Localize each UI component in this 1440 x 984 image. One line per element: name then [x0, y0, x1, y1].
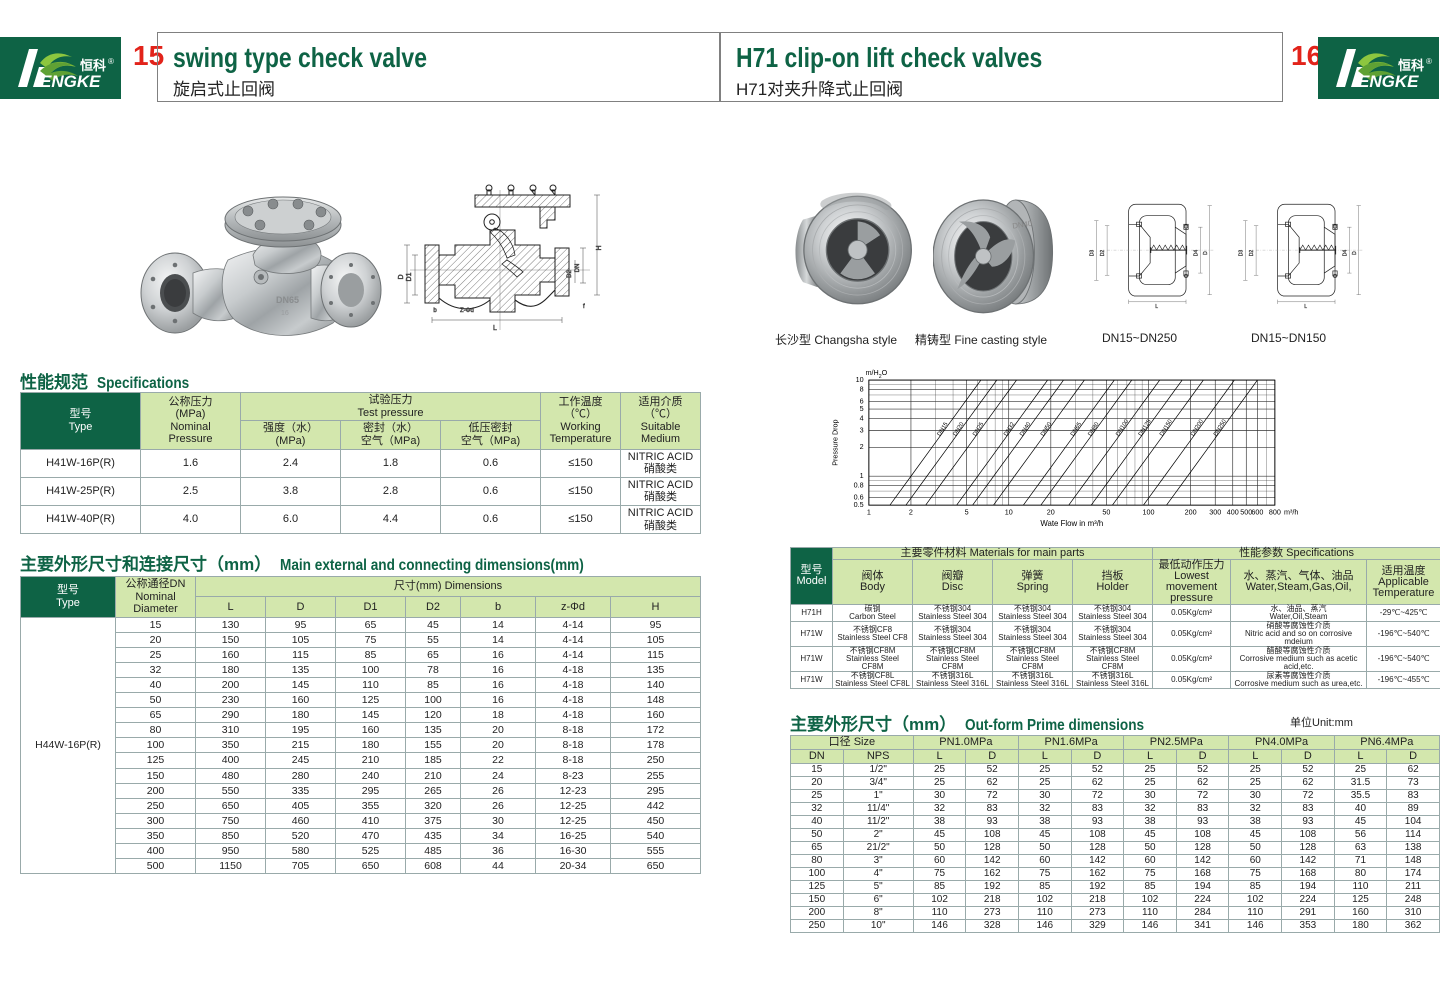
svg-text:500: 500 — [1240, 507, 1252, 516]
svg-text:100: 100 — [1143, 507, 1155, 516]
svg-text:m/H2O: m/H2O — [866, 368, 888, 380]
svg-text:ENGKE: ENGKE — [1358, 72, 1419, 91]
svg-text:1: 1 — [867, 507, 871, 516]
svg-text:m³/h: m³/h — [1284, 507, 1298, 516]
svg-text:DN200: DN200 — [1190, 418, 1205, 437]
svg-text:DN: DN — [575, 264, 581, 273]
svg-text:6: 6 — [860, 396, 864, 405]
svg-text:f: f — [583, 304, 585, 310]
svg-text:DN50: DN50 — [1040, 421, 1053, 438]
svg-text:Wate Flow in m³/h: Wate Flow in m³/h — [1040, 519, 1103, 528]
svg-text:L: L — [1304, 304, 1307, 310]
svg-text:Z-Φd: Z-Φd — [460, 308, 474, 314]
svg-text:D2: D2 — [1249, 250, 1255, 257]
svg-text:D: D — [398, 274, 405, 279]
svg-text:®: ® — [1426, 57, 1432, 66]
svg-text:ENGKE: ENGKE — [40, 72, 101, 91]
svg-text:恒科: 恒科 — [80, 58, 106, 73]
svg-text:D4: D4 — [1194, 250, 1200, 257]
svg-text:8: 8 — [860, 384, 864, 393]
svg-text:3: 3 — [860, 425, 864, 434]
svg-text:0.8: 0.8 — [854, 480, 864, 489]
svg-text:D1: D1 — [406, 272, 413, 281]
svg-text:DN15: DN15 — [937, 421, 950, 438]
svg-text:®: ® — [108, 57, 114, 66]
svg-text:Pressure Drop: Pressure Drop — [830, 419, 839, 465]
svg-text:D: D — [1352, 251, 1358, 255]
svg-text:L: L — [493, 325, 497, 332]
svg-text:0.6: 0.6 — [854, 493, 864, 502]
svg-text:2: 2 — [909, 507, 913, 516]
svg-text:DN150: DN150 — [1159, 418, 1174, 437]
svg-text:600: 600 — [1251, 507, 1263, 516]
svg-text:10: 10 — [856, 375, 864, 384]
svg-text:50: 50 — [1102, 507, 1110, 516]
svg-text:DN40: DN40 — [1019, 421, 1032, 438]
svg-text:300: 300 — [1209, 507, 1221, 516]
svg-text:D3: D3 — [1089, 250, 1095, 257]
svg-text:DN20: DN20 — [952, 421, 965, 438]
svg-text:恒科: 恒科 — [1398, 58, 1424, 73]
svg-text:20: 20 — [1047, 507, 1055, 516]
svg-text:D: D — [1203, 251, 1209, 255]
svg-text:2: 2 — [860, 442, 864, 451]
svg-text:400: 400 — [1227, 507, 1239, 516]
svg-text:b: b — [433, 308, 437, 314]
svg-text:D2: D2 — [567, 270, 573, 278]
svg-text:5: 5 — [965, 507, 969, 516]
svg-text:200: 200 — [1185, 507, 1197, 516]
svg-text:DN125: DN125 — [1138, 418, 1153, 437]
svg-text:10: 10 — [1005, 507, 1013, 516]
svg-text:H: H — [596, 245, 603, 250]
svg-text:L: L — [1155, 304, 1158, 310]
svg-text:1: 1 — [860, 471, 864, 480]
svg-text:4: 4 — [860, 413, 864, 422]
svg-text:DN80: DN80 — [1088, 421, 1101, 438]
svg-text:DN65: DN65 — [276, 295, 299, 305]
svg-text:DN65: DN65 — [1070, 421, 1083, 438]
svg-text:D3: D3 — [1238, 250, 1244, 257]
svg-text:800: 800 — [1269, 507, 1281, 516]
svg-text:DN25: DN25 — [972, 421, 985, 438]
svg-text:D2: D2 — [1100, 250, 1106, 257]
svg-text:16: 16 — [281, 310, 289, 317]
svg-text:DN32: DN32 — [1003, 421, 1016, 437]
svg-text:D4: D4 — [1343, 250, 1349, 257]
